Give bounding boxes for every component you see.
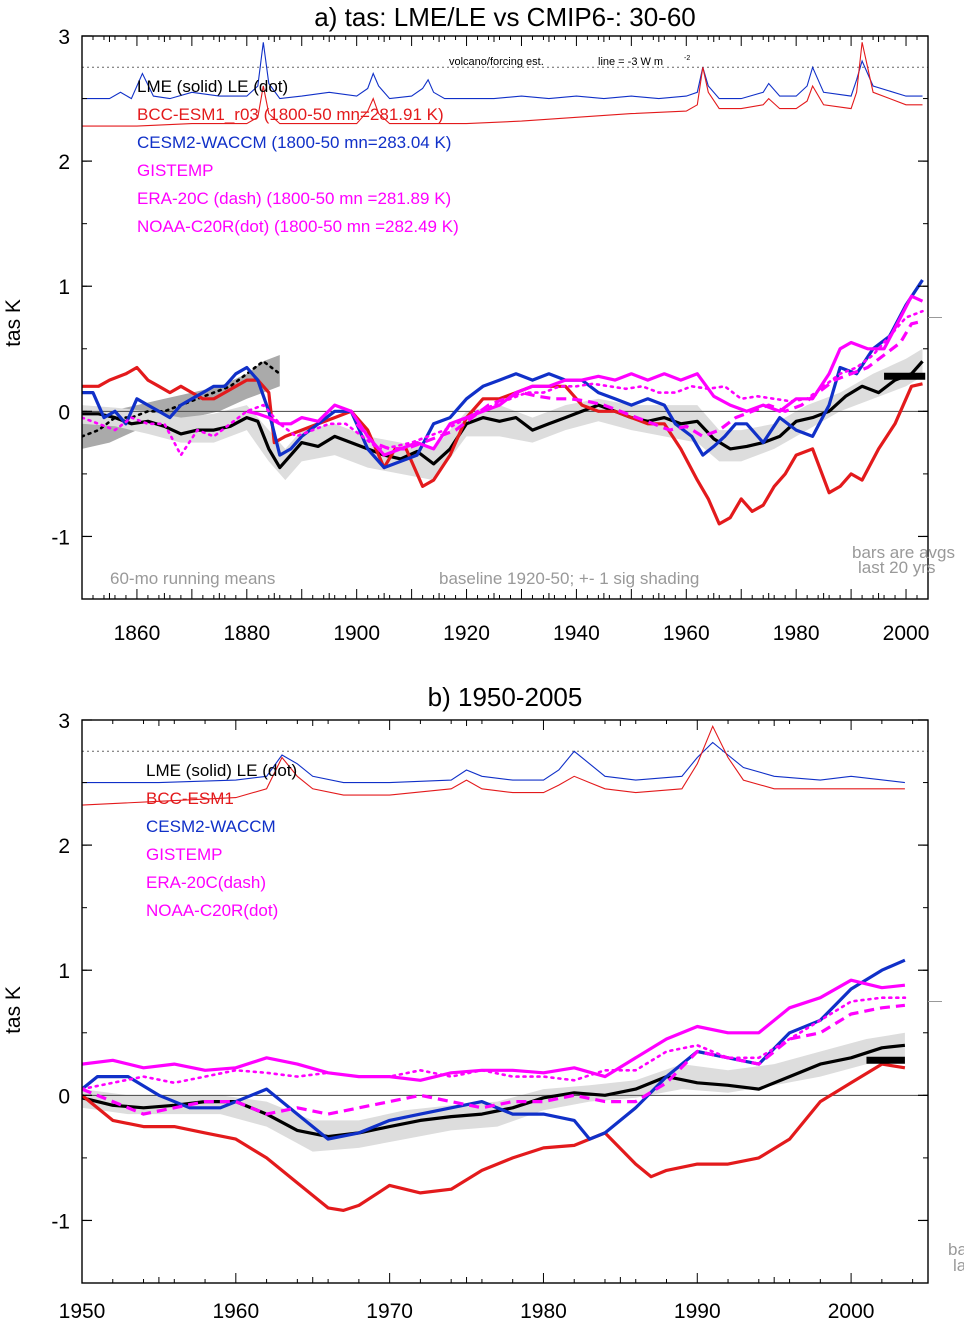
series-line-cesm2-waccm-3 xyxy=(82,279,924,470)
x-tick-label: 1970 xyxy=(366,1300,413,1323)
x-tick-label: 2000 xyxy=(883,622,930,645)
legend-entry: GISTEMP xyxy=(146,845,223,864)
baseline-note: baseline 1920-50; +- 1 sig shading xyxy=(439,569,699,588)
forcing-line-0 xyxy=(82,42,923,100)
legend-entry: ERA-20C(dash) xyxy=(146,873,266,892)
y-axis-label: tas K xyxy=(2,299,25,347)
legend-entry: NOAA-C20R(dot) xyxy=(146,901,278,920)
x-tick-label: 1980 xyxy=(773,622,820,645)
x-tick-label: 1990 xyxy=(674,1300,721,1323)
legend-entry: NOAA-C20R(dot) (1800-50 mn =282.49 K) xyxy=(137,217,459,236)
legend-entry: ERA-20C (dash) (1800-50 mn =281.89 K) xyxy=(137,189,451,208)
series-line-bcc-esm1-2 xyxy=(82,365,923,526)
y-axis-label: tas K xyxy=(2,986,25,1034)
plot-area xyxy=(82,42,928,526)
y-tick-label: 2 xyxy=(58,151,70,174)
panel-b: b) 1950-2005 tas K -1 0 1 2 3 1950 1960 1970 1980 1… xyxy=(2,682,964,1323)
sigma-shading-0 xyxy=(82,1032,905,1152)
y-tick-label: 1 xyxy=(58,276,70,299)
y-tick-label: 3 xyxy=(58,710,70,733)
forcing-line-1 xyxy=(82,42,923,127)
legend-entry: CESM2-WACCM (1800-50 mn=283.04 K) xyxy=(137,133,451,152)
x-tick-label: 1860 xyxy=(114,622,161,645)
chart-title: b) 1950-2005 xyxy=(428,682,583,712)
series-line-gistemp-3 xyxy=(82,978,906,1082)
y-tick-label: 0 xyxy=(58,401,70,424)
running-mean-note: 60-mo running means xyxy=(110,569,275,588)
forcing-annotation: volcano/forcing est. xyxy=(449,56,544,68)
x-tick-label: 1880 xyxy=(223,622,270,645)
forcing-line-0 xyxy=(82,741,905,784)
series-line-gistemp-4 xyxy=(246,294,924,457)
x-tick-label: 1960 xyxy=(663,622,710,645)
forcing-line-1 xyxy=(82,724,905,806)
series-line-era-20c-4 xyxy=(82,1003,906,1116)
chart-title: a) tas: LME/LE vs CMIP6-: 30-60 xyxy=(314,2,695,32)
x-tick-label: 1960 xyxy=(212,1300,259,1323)
legend-entry: LME (solid) LE (dot) xyxy=(137,77,288,96)
panel-a: a) tas: LME/LE vs CMIP6-: 30-60 tas K -1 0 1… xyxy=(2,2,955,645)
series-line-era-20c-5 xyxy=(355,319,923,451)
legend-entry: CESM2-WACCM xyxy=(146,817,276,836)
y-tick-label: 0 xyxy=(58,1085,70,1108)
x-tick-label: 2000 xyxy=(828,1300,875,1323)
legend-entry: GISTEMP xyxy=(137,161,214,180)
bars-note-2: la xyxy=(953,1256,964,1275)
y-tick-label: -1 xyxy=(51,526,70,549)
forcing-line-annotation-sup: -2 xyxy=(684,55,690,62)
legend-entry: BCC-ESM1 xyxy=(146,789,234,808)
x-tick-label: 1920 xyxy=(443,622,490,645)
x-tick-label: 1900 xyxy=(333,622,380,645)
bars-note-1: ba xyxy=(948,1240,964,1259)
legend-entry: BCC-ESM1_r03 (1800-50 mn=281.91 K) xyxy=(137,105,444,124)
y-tick-label: 2 xyxy=(58,835,70,858)
series-line-noaa-c20r-5 xyxy=(82,996,907,1091)
x-tick-label: 1940 xyxy=(553,622,600,645)
y-tick-label: -1 xyxy=(51,1210,70,1233)
x-tick-label: 1950 xyxy=(59,1300,106,1323)
series-line-cesm2-waccm-2 xyxy=(82,958,906,1141)
bars-note-1: bars are avgs xyxy=(852,543,955,562)
x-tick-label: 1980 xyxy=(520,1300,567,1323)
plot-area xyxy=(82,724,928,1213)
y-tick-label: 3 xyxy=(58,26,70,49)
bars-note-2: last 20 yrs xyxy=(858,558,935,577)
legend-entry: LME (solid) LE (dot) xyxy=(146,761,297,780)
y-tick-label: 1 xyxy=(58,960,70,983)
sigma-shading-1 xyxy=(82,348,923,481)
series-line-noaa-c20r-6 xyxy=(82,309,924,457)
forcing-line-annotation: line = -3 W m xyxy=(598,56,663,68)
series-line-bcc-esm1-1 xyxy=(82,1062,906,1213)
